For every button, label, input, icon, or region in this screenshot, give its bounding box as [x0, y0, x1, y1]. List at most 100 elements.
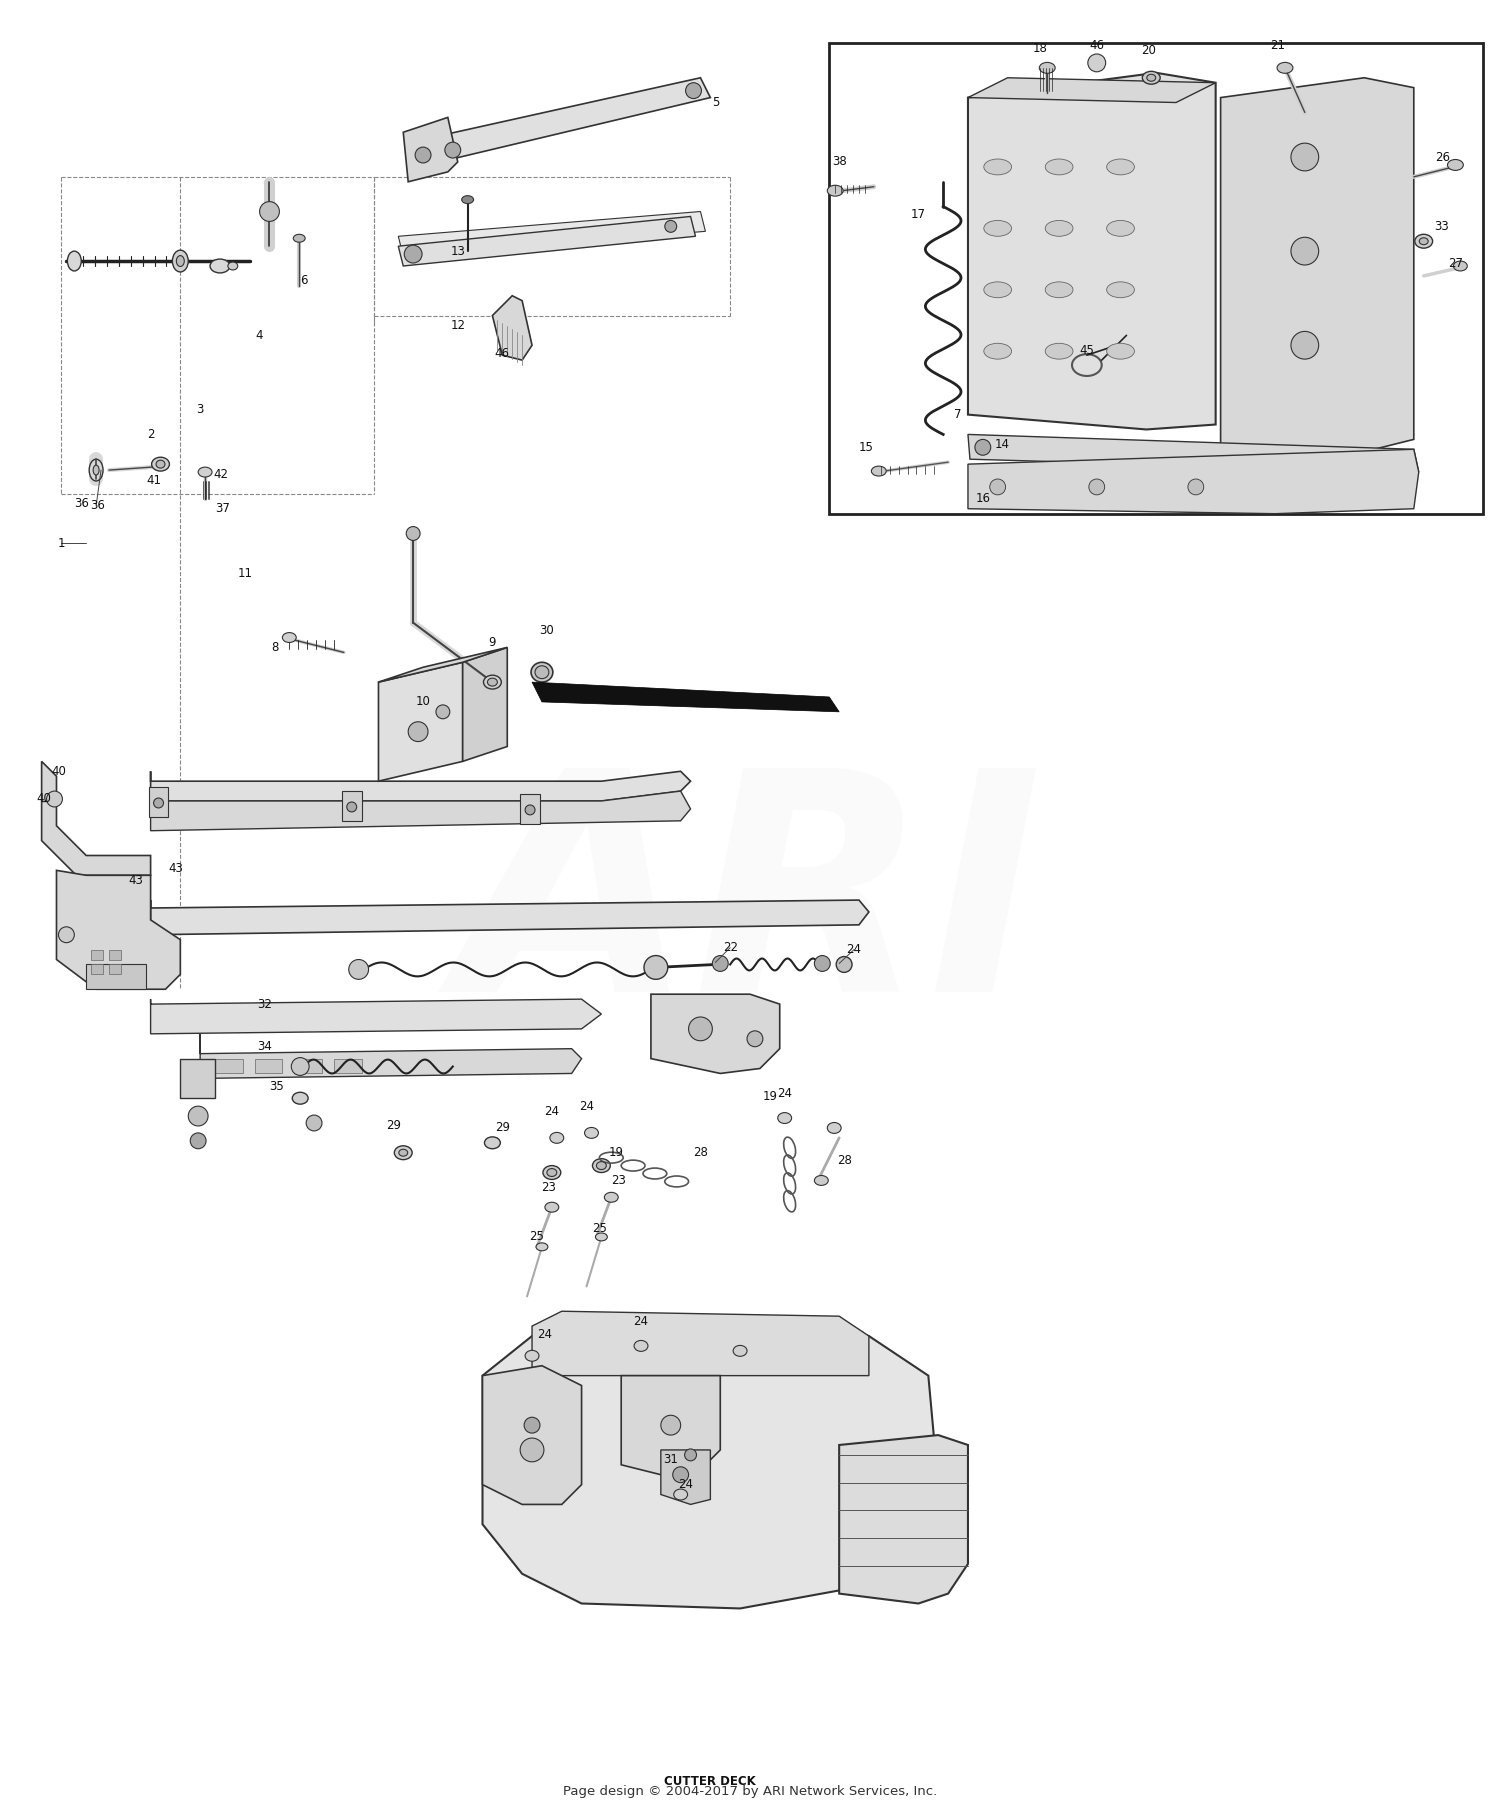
- Ellipse shape: [1046, 220, 1072, 236]
- Ellipse shape: [1143, 71, 1160, 84]
- Circle shape: [815, 955, 831, 972]
- Bar: [830, 44, 1484, 514]
- Text: 37: 37: [216, 503, 231, 516]
- Ellipse shape: [488, 677, 498, 686]
- Ellipse shape: [1107, 343, 1134, 360]
- Polygon shape: [532, 683, 839, 712]
- Ellipse shape: [1046, 160, 1072, 174]
- Circle shape: [1292, 238, 1318, 265]
- Polygon shape: [968, 434, 1419, 472]
- Polygon shape: [1221, 78, 1414, 449]
- Ellipse shape: [1276, 62, 1293, 73]
- Polygon shape: [968, 449, 1419, 514]
- Polygon shape: [968, 73, 1215, 429]
- Circle shape: [836, 957, 852, 972]
- Text: 12: 12: [450, 320, 465, 332]
- Ellipse shape: [172, 251, 189, 272]
- Circle shape: [684, 1449, 696, 1460]
- Ellipse shape: [1148, 74, 1155, 82]
- Circle shape: [975, 439, 990, 456]
- Text: 38: 38: [833, 156, 846, 169]
- Circle shape: [404, 245, 422, 263]
- Circle shape: [189, 1106, 209, 1126]
- Circle shape: [1088, 54, 1106, 73]
- Ellipse shape: [152, 458, 170, 470]
- Ellipse shape: [585, 1128, 598, 1139]
- Ellipse shape: [292, 1091, 308, 1104]
- Ellipse shape: [544, 1202, 560, 1211]
- Circle shape: [1292, 331, 1318, 360]
- Text: 10: 10: [416, 696, 430, 708]
- Bar: [255, 1059, 282, 1073]
- Bar: [180, 1059, 214, 1099]
- Circle shape: [346, 803, 357, 812]
- Text: ARI: ARI: [458, 759, 1042, 1057]
- Ellipse shape: [1046, 343, 1072, 360]
- Circle shape: [58, 926, 75, 943]
- Ellipse shape: [828, 1122, 842, 1133]
- Polygon shape: [839, 1435, 968, 1604]
- Ellipse shape: [984, 220, 1011, 236]
- Text: 45: 45: [1080, 343, 1095, 356]
- Ellipse shape: [282, 632, 296, 643]
- Bar: [110, 964, 122, 975]
- Polygon shape: [621, 1377, 720, 1475]
- Polygon shape: [378, 663, 462, 781]
- Ellipse shape: [1107, 160, 1134, 174]
- Text: 18: 18: [1034, 42, 1047, 54]
- Text: 9: 9: [489, 636, 496, 648]
- Polygon shape: [651, 993, 780, 1073]
- Text: 24: 24: [544, 1104, 560, 1117]
- Text: 6: 6: [300, 274, 307, 287]
- Bar: [342, 792, 362, 821]
- Polygon shape: [150, 999, 602, 1033]
- Ellipse shape: [228, 262, 238, 271]
- Ellipse shape: [984, 281, 1011, 298]
- Text: 46: 46: [1089, 38, 1104, 51]
- Text: 29: 29: [386, 1119, 400, 1133]
- Ellipse shape: [531, 663, 554, 683]
- Text: 16: 16: [975, 492, 990, 505]
- Text: 23: 23: [610, 1173, 626, 1188]
- Text: 27: 27: [1448, 256, 1462, 269]
- Ellipse shape: [1107, 220, 1134, 236]
- Ellipse shape: [828, 185, 843, 196]
- Polygon shape: [150, 772, 690, 801]
- Text: 14: 14: [994, 438, 1010, 450]
- Circle shape: [291, 1057, 309, 1075]
- Polygon shape: [968, 78, 1215, 102]
- Text: 34: 34: [256, 1041, 272, 1053]
- Ellipse shape: [871, 467, 886, 476]
- Ellipse shape: [1454, 262, 1467, 271]
- Text: 8: 8: [272, 641, 278, 654]
- Ellipse shape: [525, 1351, 538, 1362]
- Ellipse shape: [1448, 160, 1464, 171]
- Text: 21: 21: [1270, 38, 1286, 51]
- Text: 36: 36: [90, 499, 105, 512]
- Text: CUTTER DECK: CUTTER DECK: [664, 1776, 756, 1789]
- Circle shape: [1292, 143, 1318, 171]
- Polygon shape: [404, 118, 457, 182]
- Circle shape: [46, 792, 63, 806]
- Polygon shape: [662, 1449, 711, 1504]
- Text: 41: 41: [146, 474, 160, 487]
- Circle shape: [644, 955, 668, 979]
- Circle shape: [990, 479, 1005, 496]
- Circle shape: [1089, 479, 1104, 496]
- Ellipse shape: [462, 196, 474, 203]
- Circle shape: [686, 84, 702, 98]
- Text: 7: 7: [954, 409, 962, 421]
- Circle shape: [672, 1467, 688, 1482]
- Polygon shape: [492, 296, 532, 360]
- Text: 23: 23: [542, 1180, 556, 1193]
- Ellipse shape: [634, 1340, 648, 1351]
- Bar: [214, 1059, 243, 1073]
- Circle shape: [525, 804, 536, 815]
- Ellipse shape: [68, 251, 81, 271]
- Polygon shape: [399, 216, 696, 265]
- Text: 40: 40: [51, 765, 66, 777]
- Circle shape: [446, 142, 460, 158]
- Ellipse shape: [777, 1113, 792, 1124]
- Circle shape: [153, 797, 164, 808]
- Text: 24: 24: [537, 1327, 552, 1340]
